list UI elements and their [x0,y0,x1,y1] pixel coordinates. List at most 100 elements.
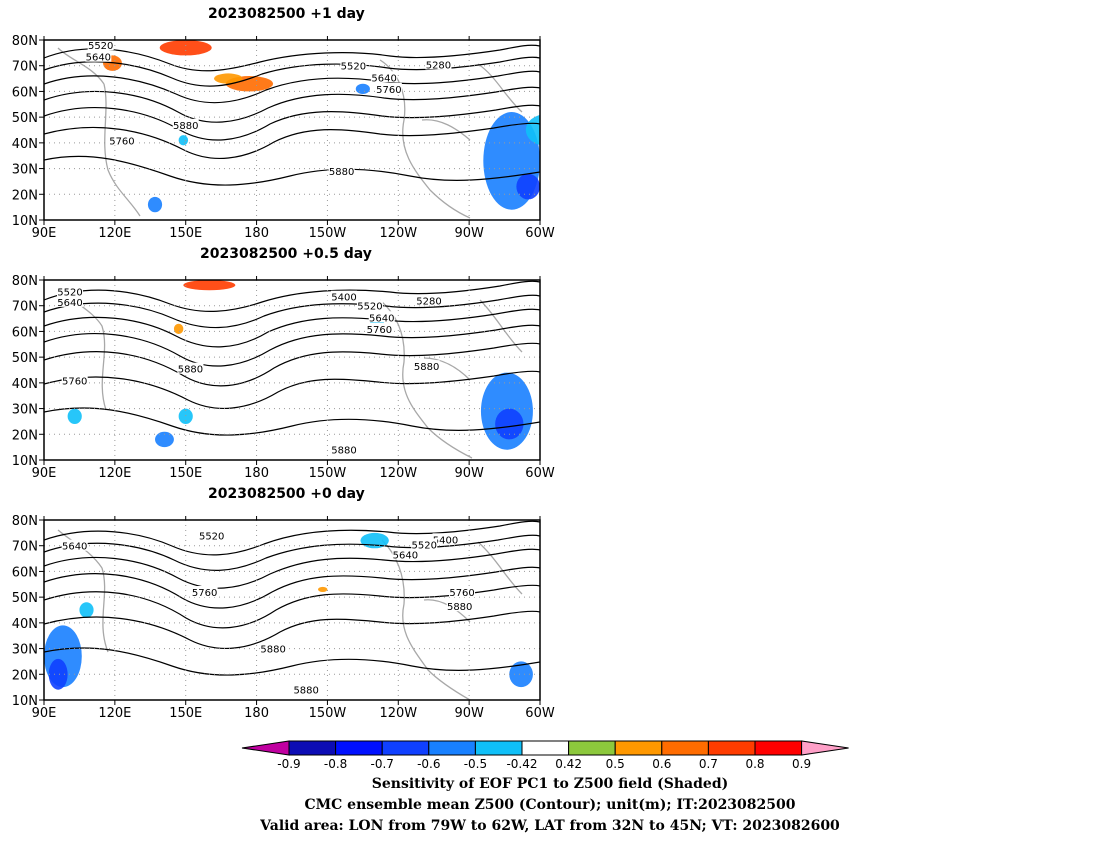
caption-line-1: Sensitivity of EOF PC1 to Z500 field (Sh… [371,776,729,792]
contour-label-bg [61,539,88,551]
z500-contour [44,370,540,410]
x-tick-label: 90W [454,706,484,721]
x-tick-label: 150E [169,226,202,241]
x-tick-label: 90E [32,466,57,481]
z500-contour [44,324,540,367]
z500-contour [44,104,540,141]
map-frame [43,279,541,461]
x-tick-label: 150E [169,466,202,481]
caption-line-3: Valid area: LON from 79W to 62W, LAT fro… [260,818,840,834]
colorbar-label: 0.42 [555,757,582,771]
contour-label: 5880 [414,362,439,373]
y-tick-label: 70N [12,300,38,315]
z500-contour [44,155,540,186]
contour-label-bg [61,374,88,386]
x-tick-label: 150W [309,226,347,241]
x-tick-label: 150W [309,466,347,481]
colorbar-box [521,740,570,756]
contour-label: 5760 [62,376,87,387]
colorbar-label: 0.8 [745,757,764,771]
contour-label-bg [392,548,419,560]
sensitivity-shade [79,602,94,618]
colorbar-high-triangle [801,740,849,756]
contour-label: 5520 [88,41,113,52]
z500-contour [44,520,540,556]
contour-label: 5520 [412,540,437,551]
sensitivity-shade [67,408,82,424]
contour-label-bg [449,586,476,597]
contour-label: 5760 [192,588,217,599]
contour-label: 5880 [173,121,198,132]
x-tick-label: 180 [244,466,269,481]
contour-label-bg [85,50,112,62]
contour-label-bg [366,322,393,334]
contour-label: 5640 [62,542,87,553]
x-tick-label: 180 [244,706,269,721]
colorbar-low-triangle [241,740,290,756]
contour-label-bg [108,134,135,146]
colorbar-box [335,740,383,756]
y-tick-label: 40N [12,137,38,152]
sensitivity-shade [178,408,193,424]
x-tick-label: 120E [98,226,131,241]
x-tick-label: 120W [379,706,417,721]
contour-label: 5640 [369,313,394,324]
panel-title-3: 2023082500 +0 day [208,486,365,502]
y-tick-label: 10N [12,214,38,229]
sensitivity-shade [159,40,212,56]
z500-contour [44,86,540,123]
y-tick-label: 50N [12,591,38,606]
z500-contour [44,566,540,609]
sensitivity-shade [173,323,184,334]
contour-label: 5400 [331,293,356,304]
z500-contour [44,308,540,348]
coastline [57,47,523,219]
colorbar-label: -0.9 [277,757,300,771]
contour-label: 5640 [393,551,418,562]
sensitivity-shade [509,661,533,688]
contour-label: 5400 [433,535,458,546]
sensitivity-shade [516,173,540,200]
contour-label: 5880 [447,602,472,613]
x-tick-label: 90E [32,706,57,721]
contour-label: 5880 [329,167,354,178]
z500-contour [44,407,540,436]
colorbar-label: 0.9 [792,757,811,771]
y-tick-label: 20N [12,668,38,683]
contour-label: 5640 [371,73,396,84]
contour-label: 5520 [199,531,224,542]
contour-label: 5880 [178,365,203,376]
contour-label-bg [330,443,357,455]
y-tick-label: 80N [12,274,38,289]
colorbar-label: 0.7 [699,757,718,771]
contour-label-bg [56,285,83,297]
z500-contour [44,647,540,676]
z500-contour [44,280,540,312]
contour-label-bg [330,290,357,302]
contour-label: 5520 [57,288,82,299]
colorbar-box [568,740,616,756]
contour-label-bg [340,59,367,71]
y-tick-label: 60N [12,85,38,100]
y-tick-label: 40N [12,617,38,632]
y-tick-label: 30N [12,163,38,178]
contour-label: 5280 [416,297,441,308]
y-tick-label: 80N [12,514,38,529]
x-tick-label: 60W [525,706,555,721]
contour-label-bg [356,299,383,311]
contour-label: 5760 [109,136,134,147]
contour-label: 5640 [86,53,111,64]
contour-label-bg [56,295,83,307]
colorbar-box [428,740,476,756]
y-tick-label: 20N [12,428,38,443]
x-tick-label: 120W [379,466,417,481]
sensitivity-shade [155,431,174,448]
x-tick-label: 90E [32,226,57,241]
colorbar-label: -0.7 [370,757,393,771]
x-tick-label: 180 [244,226,269,241]
x-tick-label: 90W [454,466,484,481]
sensitivity-shade [178,135,189,146]
